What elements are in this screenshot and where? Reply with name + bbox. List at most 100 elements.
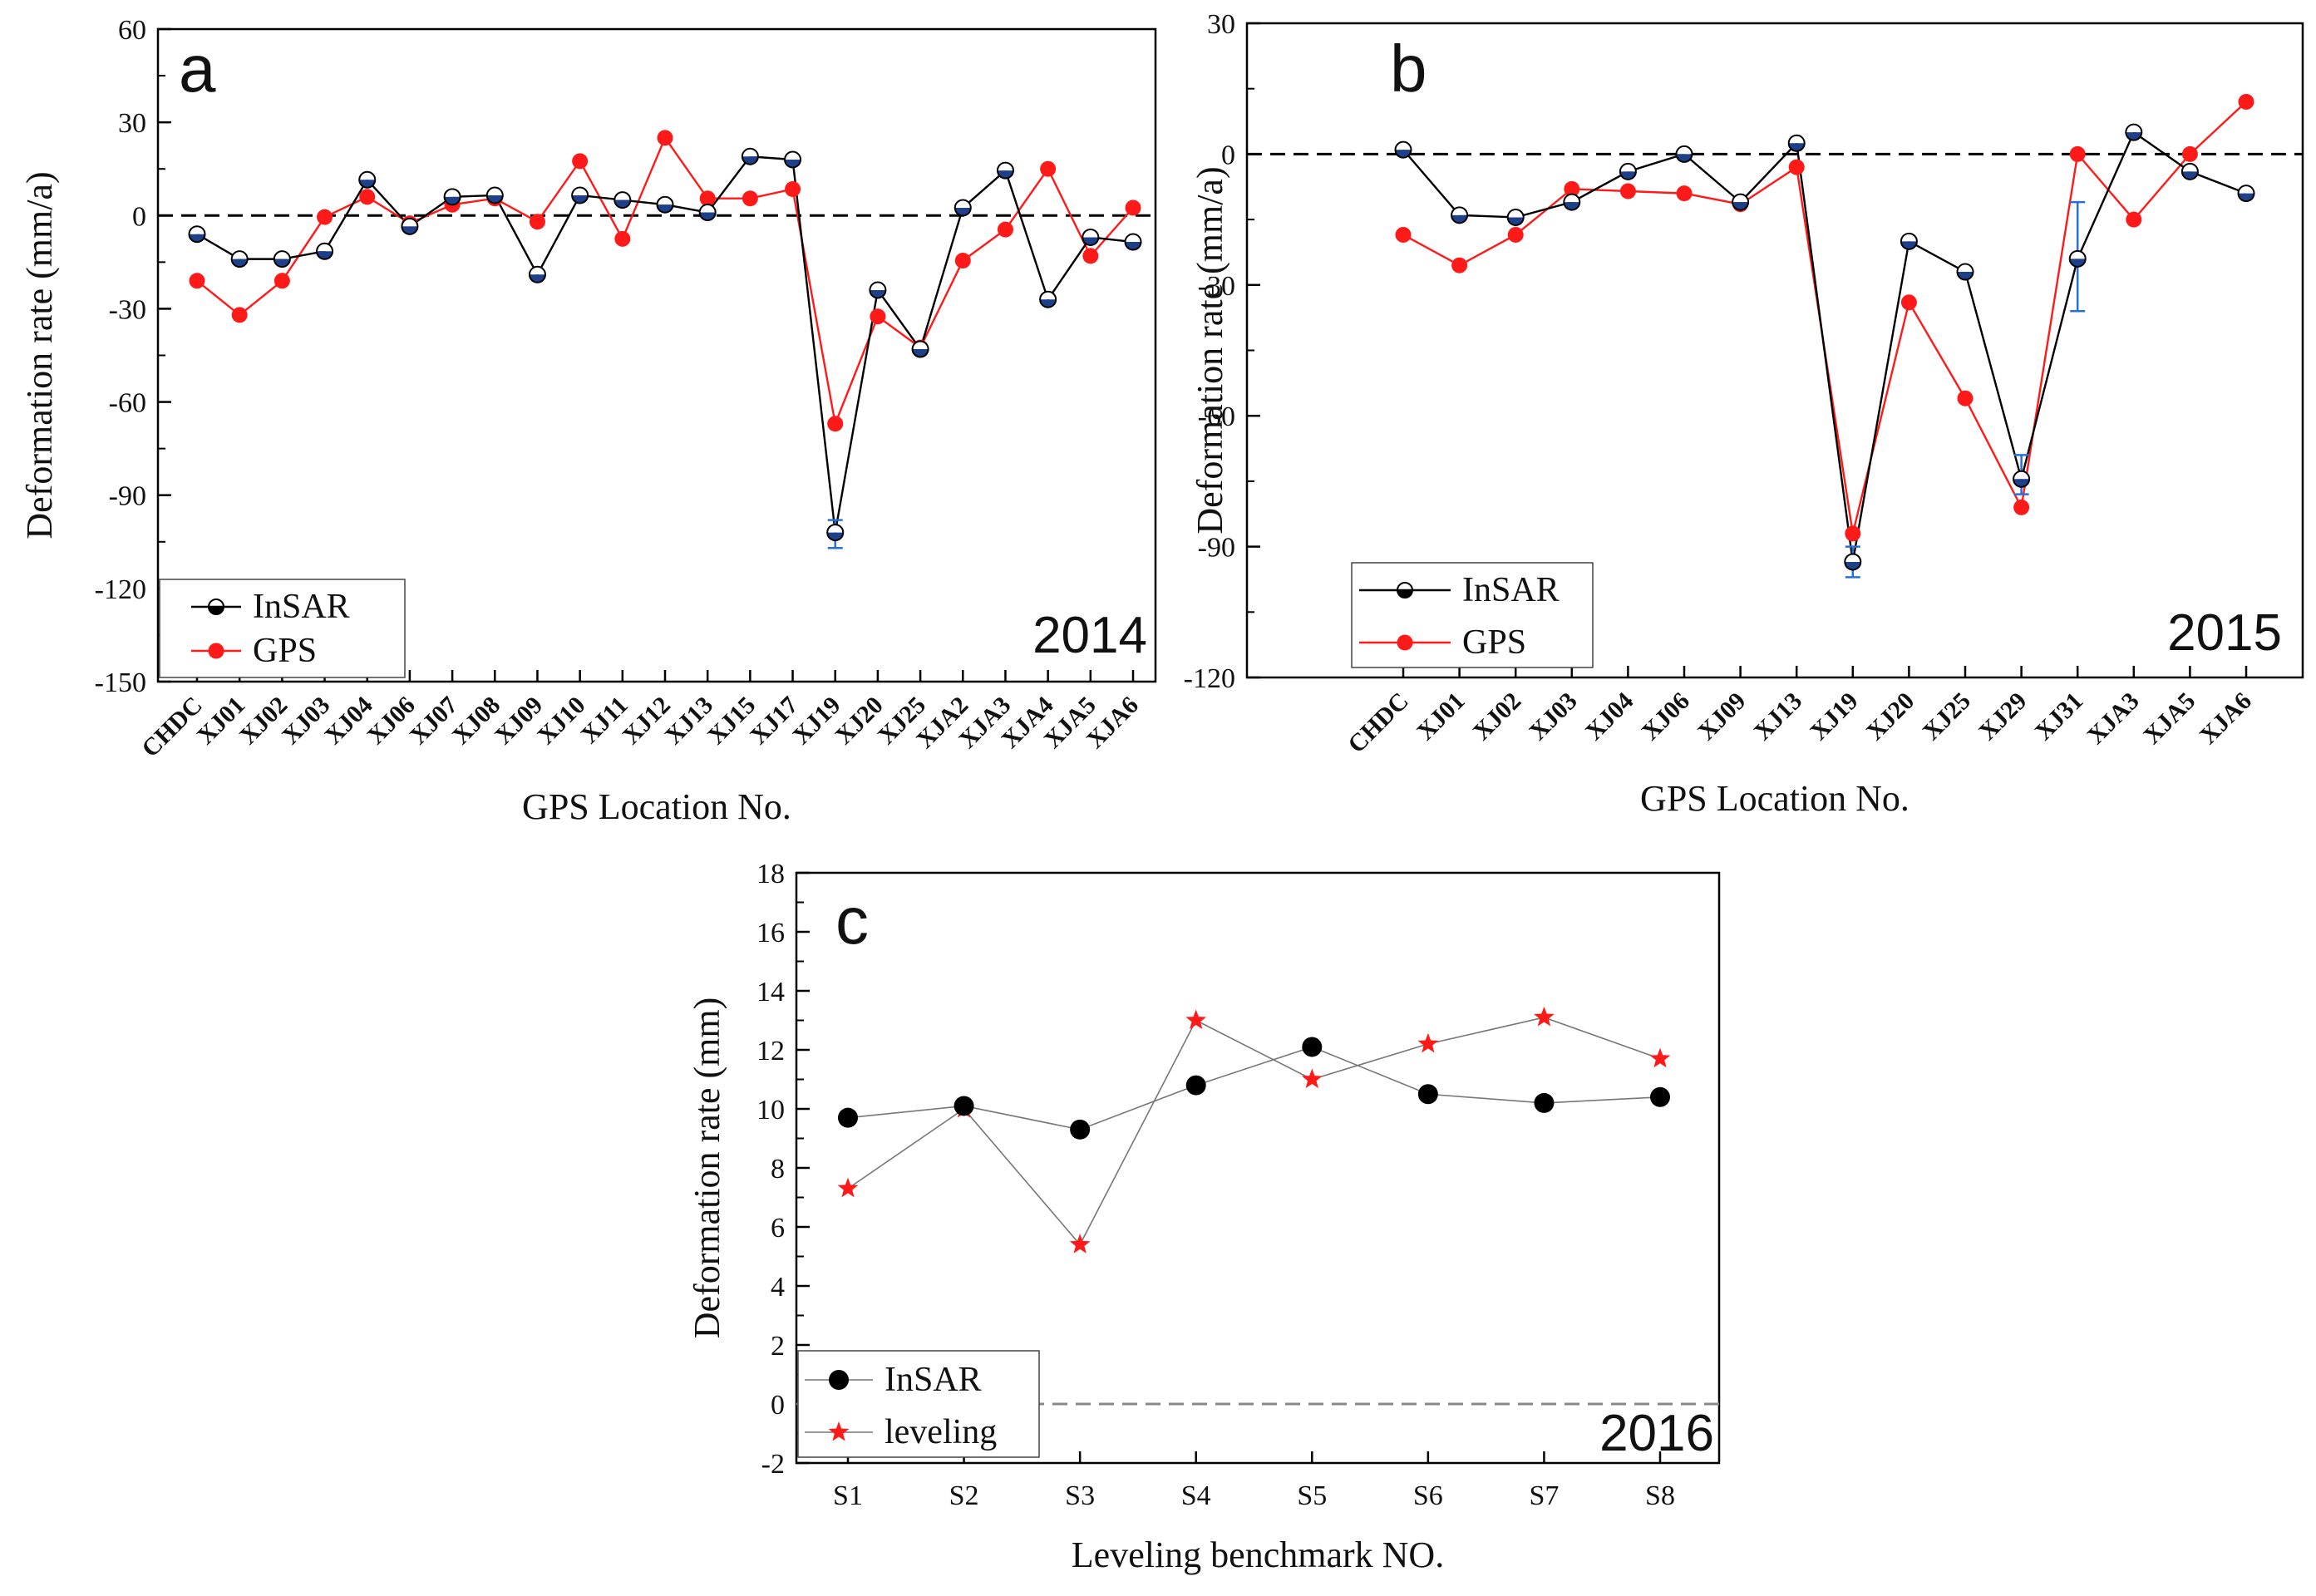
gps-point <box>1564 180 1580 197</box>
insar-point <box>2237 185 2255 203</box>
insar-point <box>1563 193 1581 211</box>
gps-point <box>317 209 333 225</box>
y-tick-label: 0 <box>1221 140 1235 170</box>
insar-point <box>1039 290 1057 308</box>
insar-point <box>784 150 802 169</box>
legend-box <box>159 579 406 678</box>
insar-point <box>1394 140 1412 159</box>
x-tick-label: XJA3 <box>2082 687 2145 750</box>
insar-point <box>230 250 249 268</box>
legend-box <box>797 1350 1040 1458</box>
insar-point <box>954 1096 974 1116</box>
gps-point <box>273 273 290 289</box>
y-tick-label: -60 <box>1198 401 1235 432</box>
panel-c-chart: -2 0 2 4 6 8 10 12 14 16 18 S1 S2 S3 S4 S5 S6 S7 S8 Levelin… <box>687 859 1721 1575</box>
gps-point <box>529 214 545 230</box>
y-tick-label: -30 <box>109 294 146 325</box>
insar-point <box>1302 1037 1323 1057</box>
gps-point <box>189 273 205 289</box>
x-tick-label: XJ01 <box>1412 687 1470 746</box>
y-tick-label: 8 <box>771 1154 785 1185</box>
x-tick-label: XJ13 <box>1749 687 1807 746</box>
y-tick-label: -60 <box>109 388 146 419</box>
gps-point <box>2069 145 2086 162</box>
gps-point <box>827 416 844 432</box>
insar-point <box>2013 470 2031 488</box>
year-label: 2014 <box>1032 607 1147 664</box>
gps-point <box>657 130 673 146</box>
y-tick-label: 60 <box>118 15 146 46</box>
insar-point <box>2068 249 2087 268</box>
insar-point <box>1900 232 1918 250</box>
y-tick-label: 4 <box>771 1272 785 1303</box>
insar-point <box>316 242 334 260</box>
y-tick-label: 2 <box>771 1331 785 1362</box>
x-tick-label: S5 <box>1297 1480 1327 1511</box>
y-tick-label: -90 <box>1198 533 1235 564</box>
gps-point <box>742 190 758 207</box>
y-axis-title: Deformation rate (mm/a) <box>1190 166 1230 534</box>
x-tick-label: XJ02 <box>234 692 293 750</box>
x-tick-label: S6 <box>1413 1480 1443 1511</box>
leveling-point <box>1185 1009 1207 1029</box>
gps-point <box>2126 211 2142 228</box>
gps-point <box>572 153 589 170</box>
insar-point <box>911 340 929 358</box>
y-tick-label: 0 <box>771 1390 785 1421</box>
y-tick-label: -2 <box>761 1449 785 1480</box>
insar-point <box>656 195 674 214</box>
x-tick-label: XJ29 <box>1974 687 2032 746</box>
legend-label-gps: GPS <box>1462 623 1526 662</box>
insar-point <box>1650 1086 1670 1107</box>
legend-box <box>1351 562 1594 668</box>
x-tick-label: S7 <box>1529 1480 1559 1511</box>
legend-marker <box>1397 634 1413 651</box>
legend-label-insar: InSAR <box>253 588 350 626</box>
insar-point <box>1185 1075 1206 1096</box>
y-tick-label: -120 <box>95 574 146 605</box>
y-axis-title: Deformation rate (mm) <box>687 998 727 1339</box>
leveling-point <box>1301 1068 1323 1088</box>
y-axis-title: Deformation rate (mm/a) <box>19 171 60 539</box>
insar-point <box>1732 193 1750 211</box>
year-label: 2015 <box>2167 604 2282 662</box>
insar-point <box>1844 553 1862 571</box>
legend-label-insar: InSAR <box>1462 571 1560 609</box>
year-label: 2016 <box>1599 1405 1714 1462</box>
x-tick-label: XJ06 <box>362 692 420 750</box>
series-line-insar <box>847 1046 1661 1130</box>
gps-point <box>1507 226 1524 243</box>
gps-point <box>614 230 631 247</box>
leveling-point <box>1417 1032 1439 1053</box>
x-tick-label: XJ10 <box>532 692 590 750</box>
x-tick-label: S8 <box>1645 1480 1675 1511</box>
series-line-insar <box>1402 131 2247 563</box>
x-tick-label: XJ07 <box>405 692 463 750</box>
insar-point <box>1675 145 1693 163</box>
legend-label-gps: GPS <box>253 632 317 670</box>
insar-point <box>838 1107 858 1128</box>
x-tick-label: S1 <box>833 1480 863 1511</box>
x-tick-label: XJ25 <box>1917 687 1975 746</box>
insar-point <box>1619 162 1637 180</box>
insar-point <box>358 170 377 189</box>
x-tick-label: S2 <box>949 1480 979 1511</box>
x-tick-label: XJ20 <box>830 692 888 750</box>
legend-marker <box>208 598 224 615</box>
insar-point <box>826 524 845 542</box>
gps-point <box>785 181 801 198</box>
insar-point <box>528 265 546 283</box>
x-tick-label: XJ19 <box>787 692 845 750</box>
x-tick-label: S4 <box>1181 1480 1211 1511</box>
x-tick-label: XJA5 <box>2138 687 2200 750</box>
x-tick-label: XJ09 <box>1693 687 1751 746</box>
x-tick-label: XJ15 <box>702 692 761 750</box>
x-tick-label: XJ13 <box>660 692 718 750</box>
legend-label-insar: InSAR <box>885 1361 982 1399</box>
insar-point <box>2125 123 2143 141</box>
panel-label: b <box>1390 32 1427 106</box>
x-tick-label: XJ06 <box>1636 687 1694 746</box>
legend-marker <box>208 643 224 659</box>
panel-label: c <box>835 884 869 958</box>
